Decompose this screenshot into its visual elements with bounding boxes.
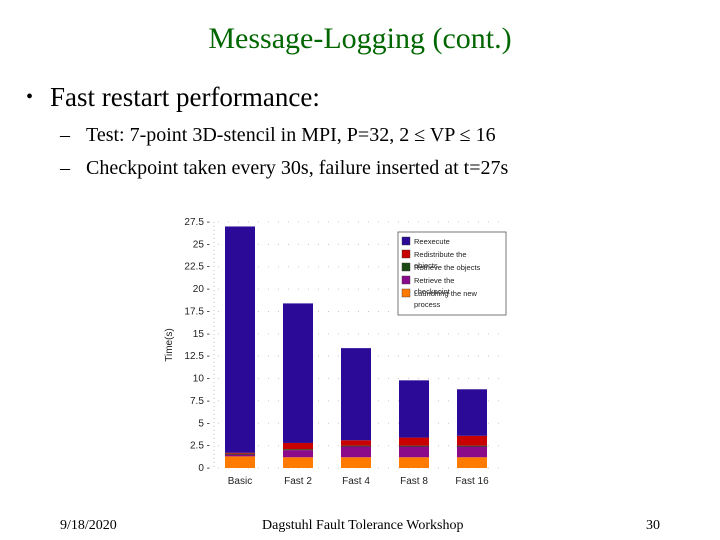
bar-segment (283, 442, 313, 450)
slide-title: Message-Logging (cont.) (208, 22, 512, 55)
bar-segment (399, 437, 429, 446)
legend-swatch (401, 262, 411, 272)
main-bullet: • Fast restart performance: (26, 82, 320, 113)
y-tick-label: 15 - (193, 329, 210, 340)
bar-segment (283, 450, 313, 458)
bar-segment (341, 457, 371, 468)
bar-segment (341, 348, 371, 441)
bar-segment (457, 435, 487, 446)
legend-label: Reexecute (414, 237, 450, 246)
chart-svg: 0 - 2.5 - 5 - 7.5 - 10 - 12.5 - 15 - 17.5 - 20 -… (164, 217, 508, 487)
y-tick-label: 2.5 - (190, 441, 210, 452)
bar-segment (457, 389, 487, 436)
y-axis-label: Time(s) (164, 328, 175, 362)
bar-segment (225, 226, 255, 453)
sub-bullet: – Checkpoint taken every 30s, failure ins… (60, 157, 508, 180)
bar-segment (341, 446, 371, 458)
sub-bullet-marker: – (60, 157, 70, 179)
bar-segment (283, 457, 313, 468)
bar-segment (399, 445, 429, 447)
bar-segment (283, 449, 313, 451)
bar-segment (341, 440, 371, 446)
bar-segment (225, 452, 255, 454)
legend-swatch (401, 288, 411, 298)
bullet-marker: • (26, 86, 34, 108)
sub-bullet-text: Checkpoint taken every 30s, failure inse… (86, 157, 509, 179)
main-bullet-text: Fast restart performance: (50, 82, 320, 112)
footer-conference: Dagstuhl Fault Tolerance Workshop (262, 518, 464, 533)
bar-segment (399, 380, 429, 438)
y-tick-label: 17.5 - (184, 306, 210, 317)
sub-bullet-marker: – (60, 124, 70, 146)
y-tick-label: 25 - (193, 239, 210, 250)
x-tick-label: Fast 8 (400, 476, 428, 487)
bar-segment (399, 457, 429, 468)
bar-segment (457, 446, 487, 458)
legend-box (397, 231, 507, 316)
legend-swatch (401, 236, 411, 246)
y-tick-label: 10 - (193, 374, 210, 385)
x-tick-label: Basic (228, 476, 252, 487)
legend-swatch (401, 249, 411, 259)
x-tick-label: Fast 16 (455, 476, 489, 487)
sub-bullet-text: Test: 7-point 3D-stencil in MPI, P=32, 2… (86, 124, 496, 146)
footer-page-number: 30 (646, 518, 660, 533)
legend-label: checkpoint (414, 287, 451, 296)
bar-segment (225, 454, 255, 457)
y-tick-label: 7.5 - (190, 396, 210, 407)
legend-label: Retrieve the (414, 276, 454, 285)
footer-date: 9/18/2020 (60, 518, 117, 533)
bar-segment (225, 453, 255, 455)
y-tick-label: 20 - (193, 284, 210, 295)
bar-segment (399, 446, 429, 458)
legend-label: Redistribute the (414, 250, 467, 259)
legend-label: Launching the new (414, 289, 478, 298)
y-tick-label: 22.5 - (184, 262, 210, 273)
y-tick-label: 5 - (198, 418, 210, 429)
legend-label: objects (414, 261, 438, 270)
y-tick-label: 12.5 - (184, 351, 210, 362)
legend-swatch (401, 275, 411, 285)
legend-label: process (414, 300, 441, 309)
bar-segment (457, 445, 487, 447)
y-tick-label: 0 - (198, 463, 210, 474)
stacked-bar-chart: 0 - 2.5 - 5 - 7.5 - 10 - 12.5 - 15 - 17.5 - 20 -… (158, 212, 510, 493)
bar-segment (283, 303, 313, 443)
sub-bullet: – Test: 7-point 3D-stencil in MPI, P=32, … (60, 124, 496, 147)
y-tick-label: 27.5 - (184, 217, 210, 228)
bar-segment (341, 445, 371, 447)
x-tick-label: Fast 4 (342, 476, 370, 487)
legend-label: Retrieve the objects (414, 263, 481, 272)
bar-segment (225, 456, 255, 468)
bar-segment (457, 457, 487, 468)
x-tick-label: Fast 2 (284, 476, 312, 487)
